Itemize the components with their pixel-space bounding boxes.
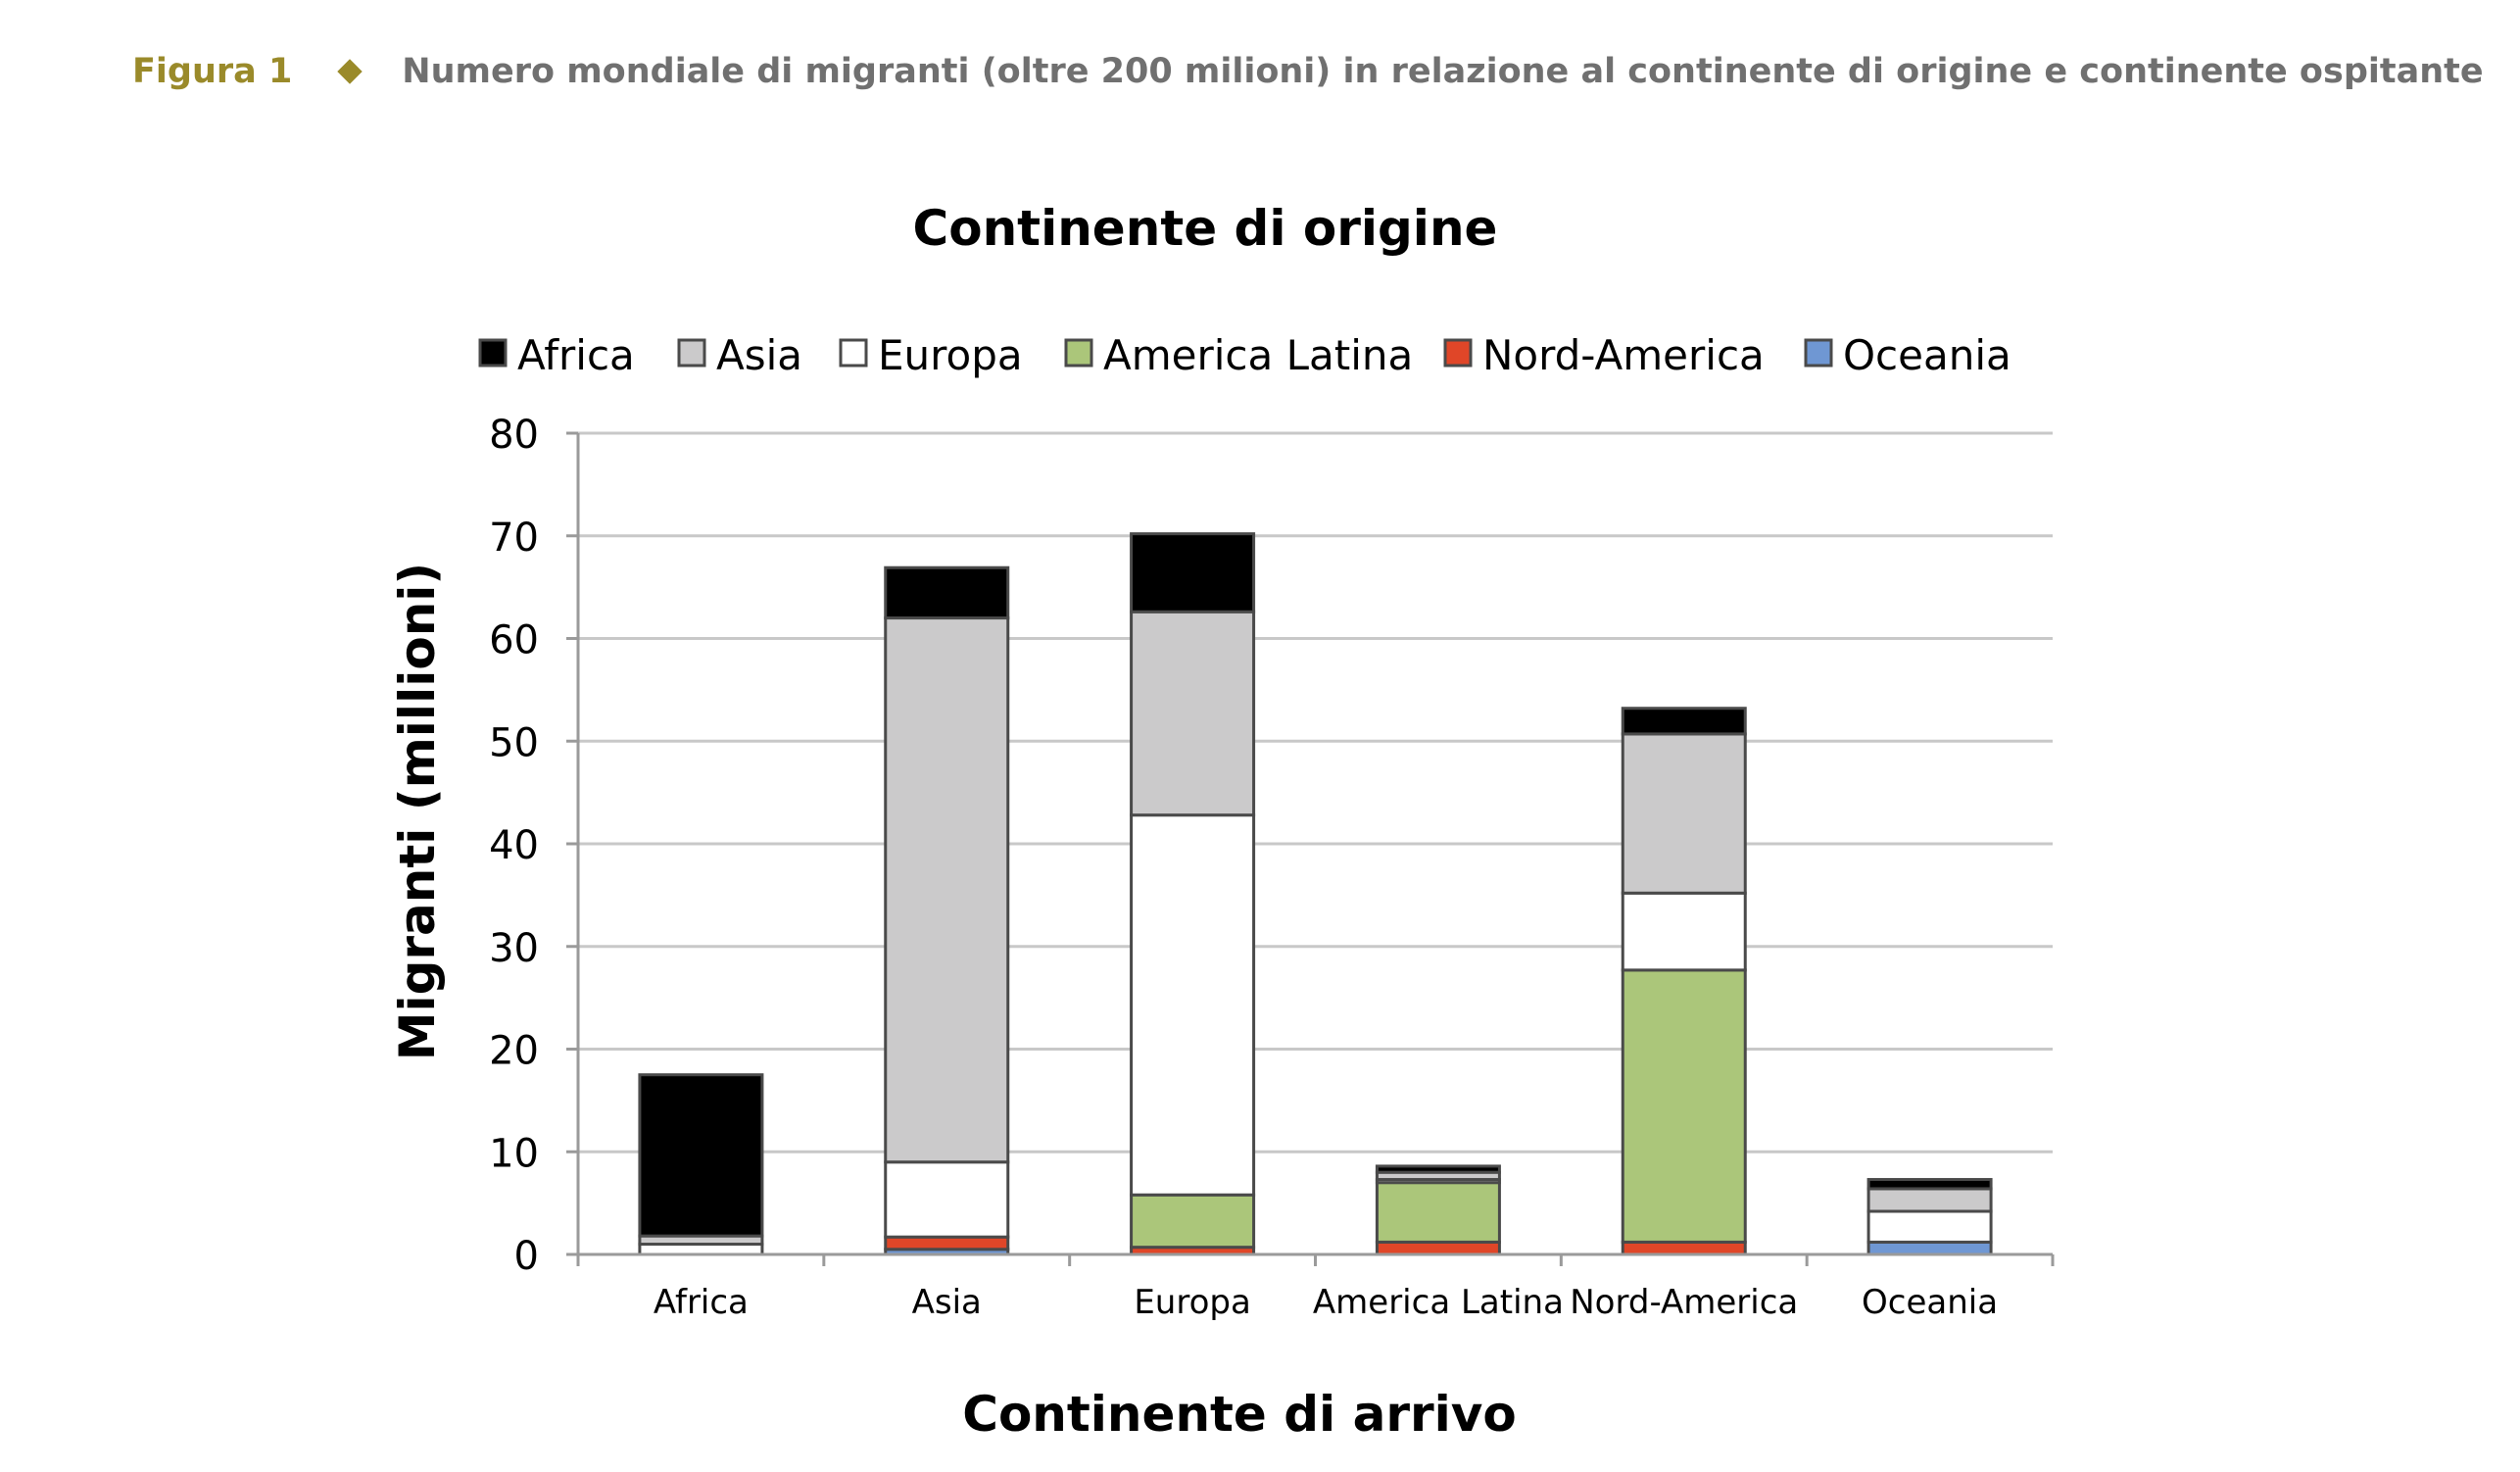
bar-segment-nord-america-asia: [1621, 732, 1747, 895]
y-tick-label: 10: [489, 1131, 539, 1176]
legend-swatch: [677, 338, 706, 368]
legend-swatch: [1064, 338, 1093, 368]
legend-item-asia: Asia: [677, 331, 802, 379]
figure-label: Figura 1: [132, 52, 293, 91]
legend-item-africa: Africa: [478, 331, 635, 379]
legend-item-oceania: Oceania: [1804, 331, 2011, 379]
x-axis-ticks: Africa Asia Europa America Latina Nord-Ameri…: [576, 1254, 2055, 1322]
y-tick-label: 50: [489, 720, 539, 765]
bar-segment-asia-nord-america: [884, 1235, 1010, 1251]
bar-segment-nord-america-europa: [1621, 891, 1747, 972]
bar-segment-europa-europa: [1130, 813, 1256, 1197]
bar-segment-oceania-asia: [1866, 1187, 1993, 1213]
legend-swatch: [839, 338, 868, 368]
bar-segment-nord-america-america-latina: [1621, 968, 1747, 1244]
bar-segment-europa-america-latina: [1130, 1193, 1256, 1250]
bar-segment-oceania-europa: [1866, 1209, 1993, 1244]
chart-title: Continente di origine: [913, 200, 1498, 257]
legend-swatch: [1443, 338, 1473, 368]
y-tick-label: 70: [489, 515, 539, 561]
legend-item-europa: Europa: [839, 331, 1023, 379]
legend-label: Europa: [878, 331, 1023, 379]
bar-segment-asia-asia: [884, 616, 1010, 1164]
legend-swatch: [478, 338, 508, 368]
legend-item-nord-america: Nord-America: [1443, 331, 1765, 379]
x-tick-label-oceania: Oceania: [1862, 1283, 1998, 1322]
bar-segment-america-latina-africa: [1375, 1164, 1501, 1174]
chart-legend: Africa Asia Europa America Latina Nord-Ameri…: [478, 331, 2011, 379]
legend-label: Nord-America: [1482, 331, 1765, 379]
bar-segment-africa-europa: [638, 1243, 764, 1256]
bars: [638, 532, 1993, 1256]
x-tick-label-asia: Asia: [912, 1283, 982, 1322]
legend-label: Africa: [517, 331, 635, 379]
y-tick-label: 80: [489, 413, 539, 458]
y-tick-label: 60: [489, 618, 539, 663]
bar-segment-oceania-africa: [1866, 1178, 1993, 1191]
legend-item-america-latina: America Latina: [1064, 331, 1413, 379]
figure-caption: Figura 1 Numero mondiale di migranti (ol…: [132, 47, 2484, 96]
bar-segment-europa-africa: [1130, 532, 1256, 613]
bar-segment-oceania-oceania: [1866, 1240, 1993, 1256]
bar-segment-europa-asia: [1130, 610, 1256, 817]
y-axis-ticks: 0 10 20 30 40 50 60 70 80: [489, 413, 578, 1279]
legend-swatch: [1804, 338, 1833, 368]
bar-segment-asia-africa: [884, 565, 1010, 620]
legend-label: Asia: [716, 331, 802, 379]
y-tick-label: 0: [514, 1234, 539, 1279]
bar-segment-nord-america-africa: [1621, 707, 1747, 736]
x-axis-label: Continente di arrivo: [962, 1386, 1516, 1443]
bar-segment-asia-europa: [884, 1160, 1010, 1239]
bar-segment-america-latina-america-latina: [1375, 1181, 1501, 1244]
bar-segment-america-latina-nord-america: [1375, 1240, 1501, 1256]
figure-caption-text: Numero mondiale di migranti (oltre 200 m…: [402, 52, 2484, 91]
x-tick-label-nord-america: Nord-America: [1570, 1283, 1798, 1322]
bar-segment-nord-america-nord-america: [1621, 1240, 1747, 1256]
x-tick-label-america-latina: America Latina: [1313, 1283, 1564, 1322]
legend-label: America Latina: [1103, 331, 1413, 379]
legend-label: Oceania: [1843, 331, 2011, 379]
y-tick-label: 30: [489, 926, 539, 971]
bar-segment-africa-africa: [638, 1073, 764, 1238]
y-tick-label: 40: [489, 823, 539, 868]
y-axis-label: Migranti (millioni): [389, 563, 446, 1061]
gridlines: [578, 431, 2053, 1153]
y-tick-label: 20: [489, 1029, 539, 1074]
x-tick-label-africa: Africa: [654, 1283, 749, 1322]
x-tick-label-europa: Europa: [1134, 1283, 1250, 1322]
